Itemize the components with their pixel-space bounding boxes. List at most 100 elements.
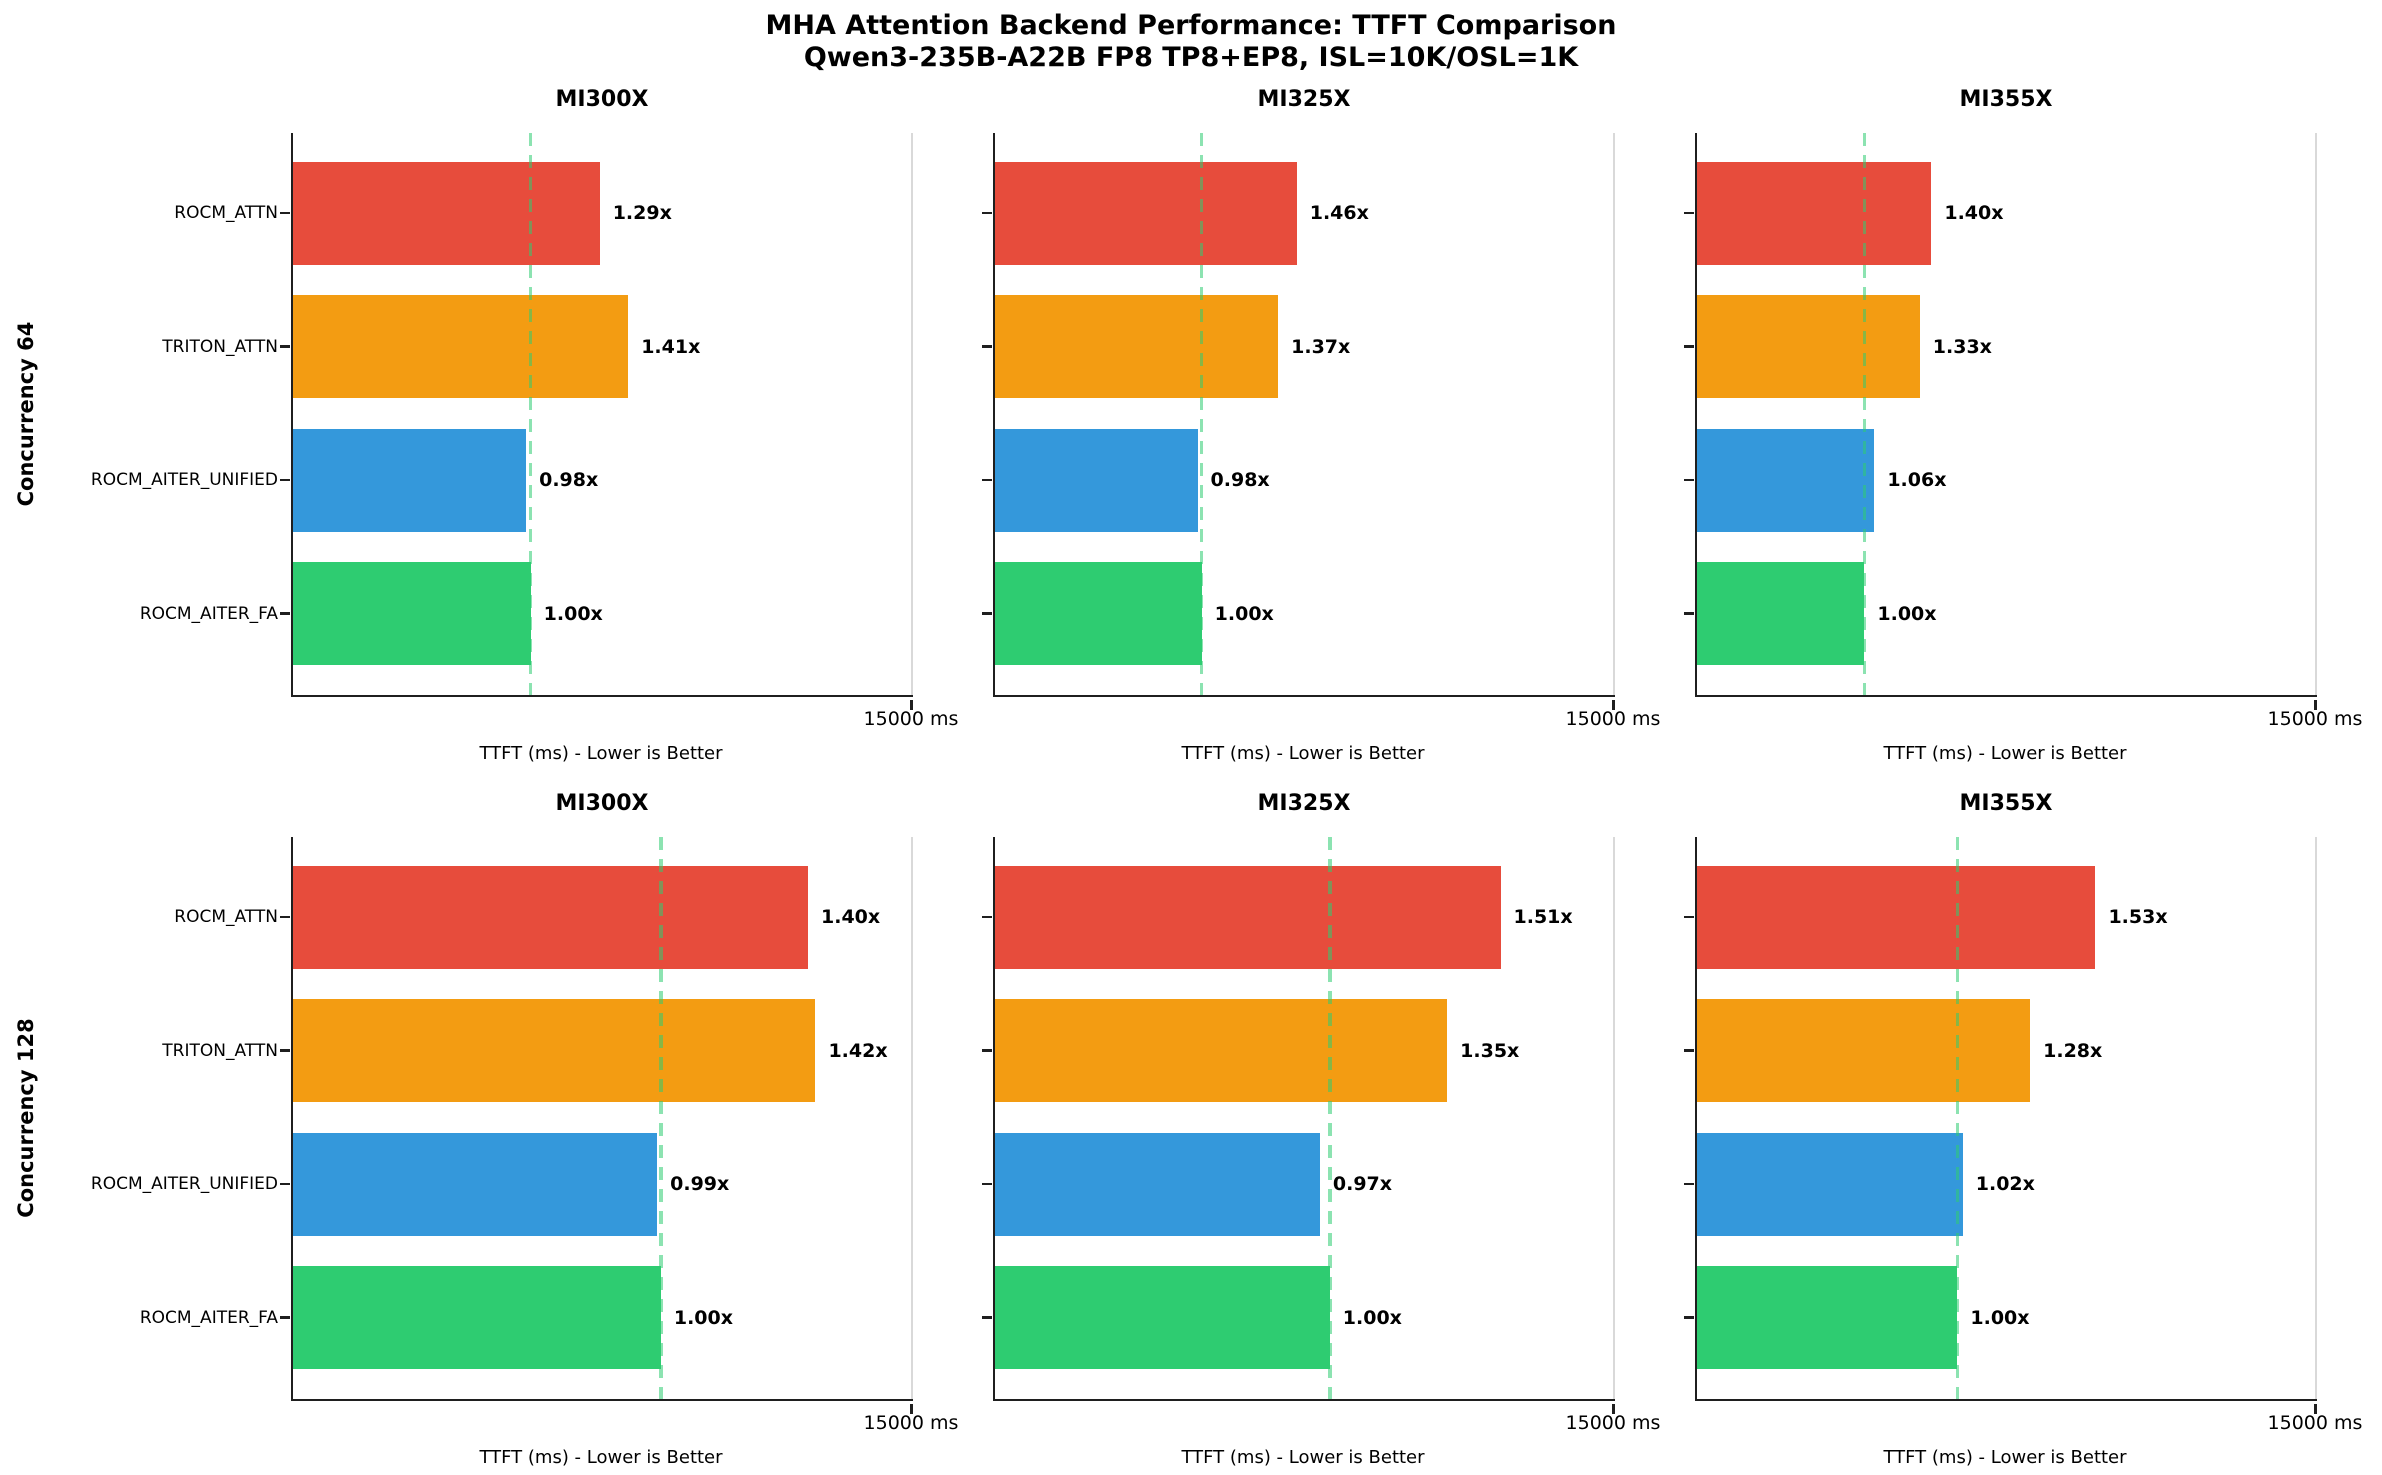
y-axis-tick <box>280 612 290 615</box>
bar-rocm_aiter_fa <box>1697 562 1865 665</box>
value-label: 1.00x <box>1214 602 1274 625</box>
baseline-dashed-line <box>528 133 533 695</box>
y-axis-tick <box>280 1182 290 1186</box>
bar-rocm_aiter_fa <box>293 1266 661 1369</box>
y-axis-tick <box>1684 1316 1694 1319</box>
y-axis-tick <box>982 1182 992 1186</box>
value-label: 0.98x <box>539 469 599 491</box>
bar-rocm_aiter_fa <box>995 1266 1330 1369</box>
value-label: 1.00x <box>1970 1306 2030 1329</box>
bar-rocm_aiter_unified <box>1697 428 1875 532</box>
y-tick-label: ROCM_ATTN <box>174 203 278 223</box>
x-axis-tick <box>2314 700 2317 710</box>
y-axis-tick <box>280 345 290 348</box>
baseline-dashed-line <box>659 837 663 1399</box>
bar-rocm_attn <box>293 865 808 969</box>
y-axis-tick <box>280 1049 290 1052</box>
bar-rocm_aiter_unified <box>995 1132 1320 1236</box>
y-axis-tick <box>982 345 992 348</box>
panel-mi325x-concurrency-64: MI325X 1.46x 1.37x 0.98x 1.00x 15000 ms TTFT (… <box>982 87 1660 764</box>
x-axis-tick <box>910 700 913 710</box>
x-axis-label: TTFT (ms) - Lower is Better <box>479 743 723 764</box>
x-max-tick-label: 15000 ms <box>1565 1412 1661 1434</box>
figure-subtitle: Qwen3-235B-A22B FP8 TP8+EP8, ISL=10K/OSL… <box>803 42 1579 73</box>
y-axis-tick <box>1684 1182 1694 1186</box>
panel-title: MI300X <box>555 791 649 816</box>
value-label: 1.29x <box>612 202 672 224</box>
bar-triton_attn <box>995 295 1279 398</box>
value-label: 1.02x <box>1975 1173 2035 1195</box>
bar-triton_attn <box>1697 999 2031 1102</box>
plot-area: 1.40x ROCM_ATTN 1.42x TRITON_ATTN 0.99x ROCM_… <box>91 837 913 1414</box>
bar-triton_attn <box>293 295 629 398</box>
y-axis-tick <box>982 612 992 615</box>
row-label-concurrency-64: Concurrency 64 <box>14 321 38 507</box>
plot-area: 1.40x 1.33x 1.06x 1.00x <box>1684 133 2317 710</box>
value-label: 1.00x <box>543 602 603 625</box>
y-axis-tick <box>1684 345 1694 348</box>
gridline-15000 <box>911 133 913 695</box>
figure-title: MHA Attention Backend Performance: TTFT … <box>765 10 1617 41</box>
gridline-15000 <box>1613 133 1615 695</box>
bar-rocm_attn <box>293 161 600 265</box>
y-tick-label: ROCM_AITER_FA <box>139 1307 278 1328</box>
value-label: 1.41x <box>641 335 701 358</box>
panel-mi355x-concurrency-64: MI355X 1.40x 1.33x 1.06x 1.00x 15000 ms TTFT (… <box>1684 87 2362 764</box>
x-axis-label: TTFT (ms) - Lower is Better <box>1883 1447 2127 1468</box>
value-label: 1.06x <box>1887 469 1947 491</box>
panel-title: MI325X <box>1257 791 1351 816</box>
panel-title: MI325X <box>1257 87 1351 112</box>
y-tick-label: ROCM_AITER_UNIFIED <box>90 1174 278 1194</box>
bar-rocm_aiter_unified <box>293 1132 658 1236</box>
panel-title: MI300X <box>555 87 649 112</box>
panel-title: MI355X <box>1959 87 2053 112</box>
y-tick-label: ROCM_AITER_FA <box>139 603 278 624</box>
x-axis-tick <box>1612 1404 1615 1414</box>
panel-mi300x-concurrency-128: MI300X 1.40x ROCM_ATTN 1.42x TRITON_ATTN 0.99… <box>91 791 959 1468</box>
value-label: 1.40x <box>821 906 881 928</box>
bar-rocm_aiter_unified <box>1697 1132 1963 1236</box>
value-label: 1.40x <box>1944 202 2004 224</box>
x-axis-label: TTFT (ms) - Lower is Better <box>1181 1447 1425 1468</box>
baseline-dashed-line <box>1862 133 1867 695</box>
y-tick-label: TRITON_ATTN <box>162 336 278 357</box>
plot-area: 1.29x ROCM_ATTN 1.41x TRITON_ATTN 0.98x ROCM_… <box>91 133 913 710</box>
y-tick-label: ROCM_AITER_UNIFIED <box>90 470 278 490</box>
baseline-dashed-line <box>1955 837 1960 1399</box>
value-label: 0.98x <box>1210 469 1270 491</box>
bar-triton_attn <box>995 999 1448 1102</box>
y-tick-label: TRITON_ATTN <box>162 1040 278 1061</box>
value-label: 1.51x <box>1513 906 1573 928</box>
value-label: 1.00x <box>673 1306 733 1329</box>
x-axis-label: TTFT (ms) - Lower is Better <box>1883 743 2127 764</box>
bar-rocm_attn <box>995 161 1297 265</box>
y-axis-tick <box>1684 612 1694 615</box>
y-axis-tick <box>280 915 290 919</box>
value-label: 1.46x <box>1309 202 1369 224</box>
bar-triton_attn <box>1697 295 1920 398</box>
y-axis-tick <box>982 1049 992 1052</box>
bar-rocm_aiter_fa <box>293 562 531 665</box>
value-label: 1.33x <box>1932 335 1992 358</box>
bar-rocm_attn <box>1697 161 1932 265</box>
value-label: 1.53x <box>2108 906 2168 928</box>
x-axis-tick <box>2314 1404 2317 1414</box>
gridline-15000 <box>2315 837 2317 1399</box>
x-axis-label: TTFT (ms) - Lower is Better <box>1181 743 1425 764</box>
bar-rocm_aiter_fa <box>995 562 1202 665</box>
y-axis-tick <box>1684 211 1694 215</box>
value-label: 0.97x <box>1332 1173 1393 1195</box>
row-label-concurrency-128: Concurrency 128 <box>14 1018 38 1218</box>
panel-title: MI355X <box>1959 791 2053 816</box>
y-axis-tick <box>280 478 290 482</box>
baseline-dashed-line <box>1199 133 1204 695</box>
panel-mi300x-concurrency-64: MI300X 1.29x ROCM_ATTN 1.41x TRITON_ATTN 0.98… <box>91 87 959 764</box>
y-axis-tick <box>280 1316 290 1319</box>
y-axis-tick <box>1684 915 1694 919</box>
y-axis-tick <box>982 211 992 215</box>
bar-triton_attn <box>293 999 816 1102</box>
y-axis-tick <box>1684 478 1694 482</box>
plot-area: 1.46x 1.37x 0.98x 1.00x <box>982 133 1615 710</box>
x-axis-tick <box>910 1404 913 1414</box>
